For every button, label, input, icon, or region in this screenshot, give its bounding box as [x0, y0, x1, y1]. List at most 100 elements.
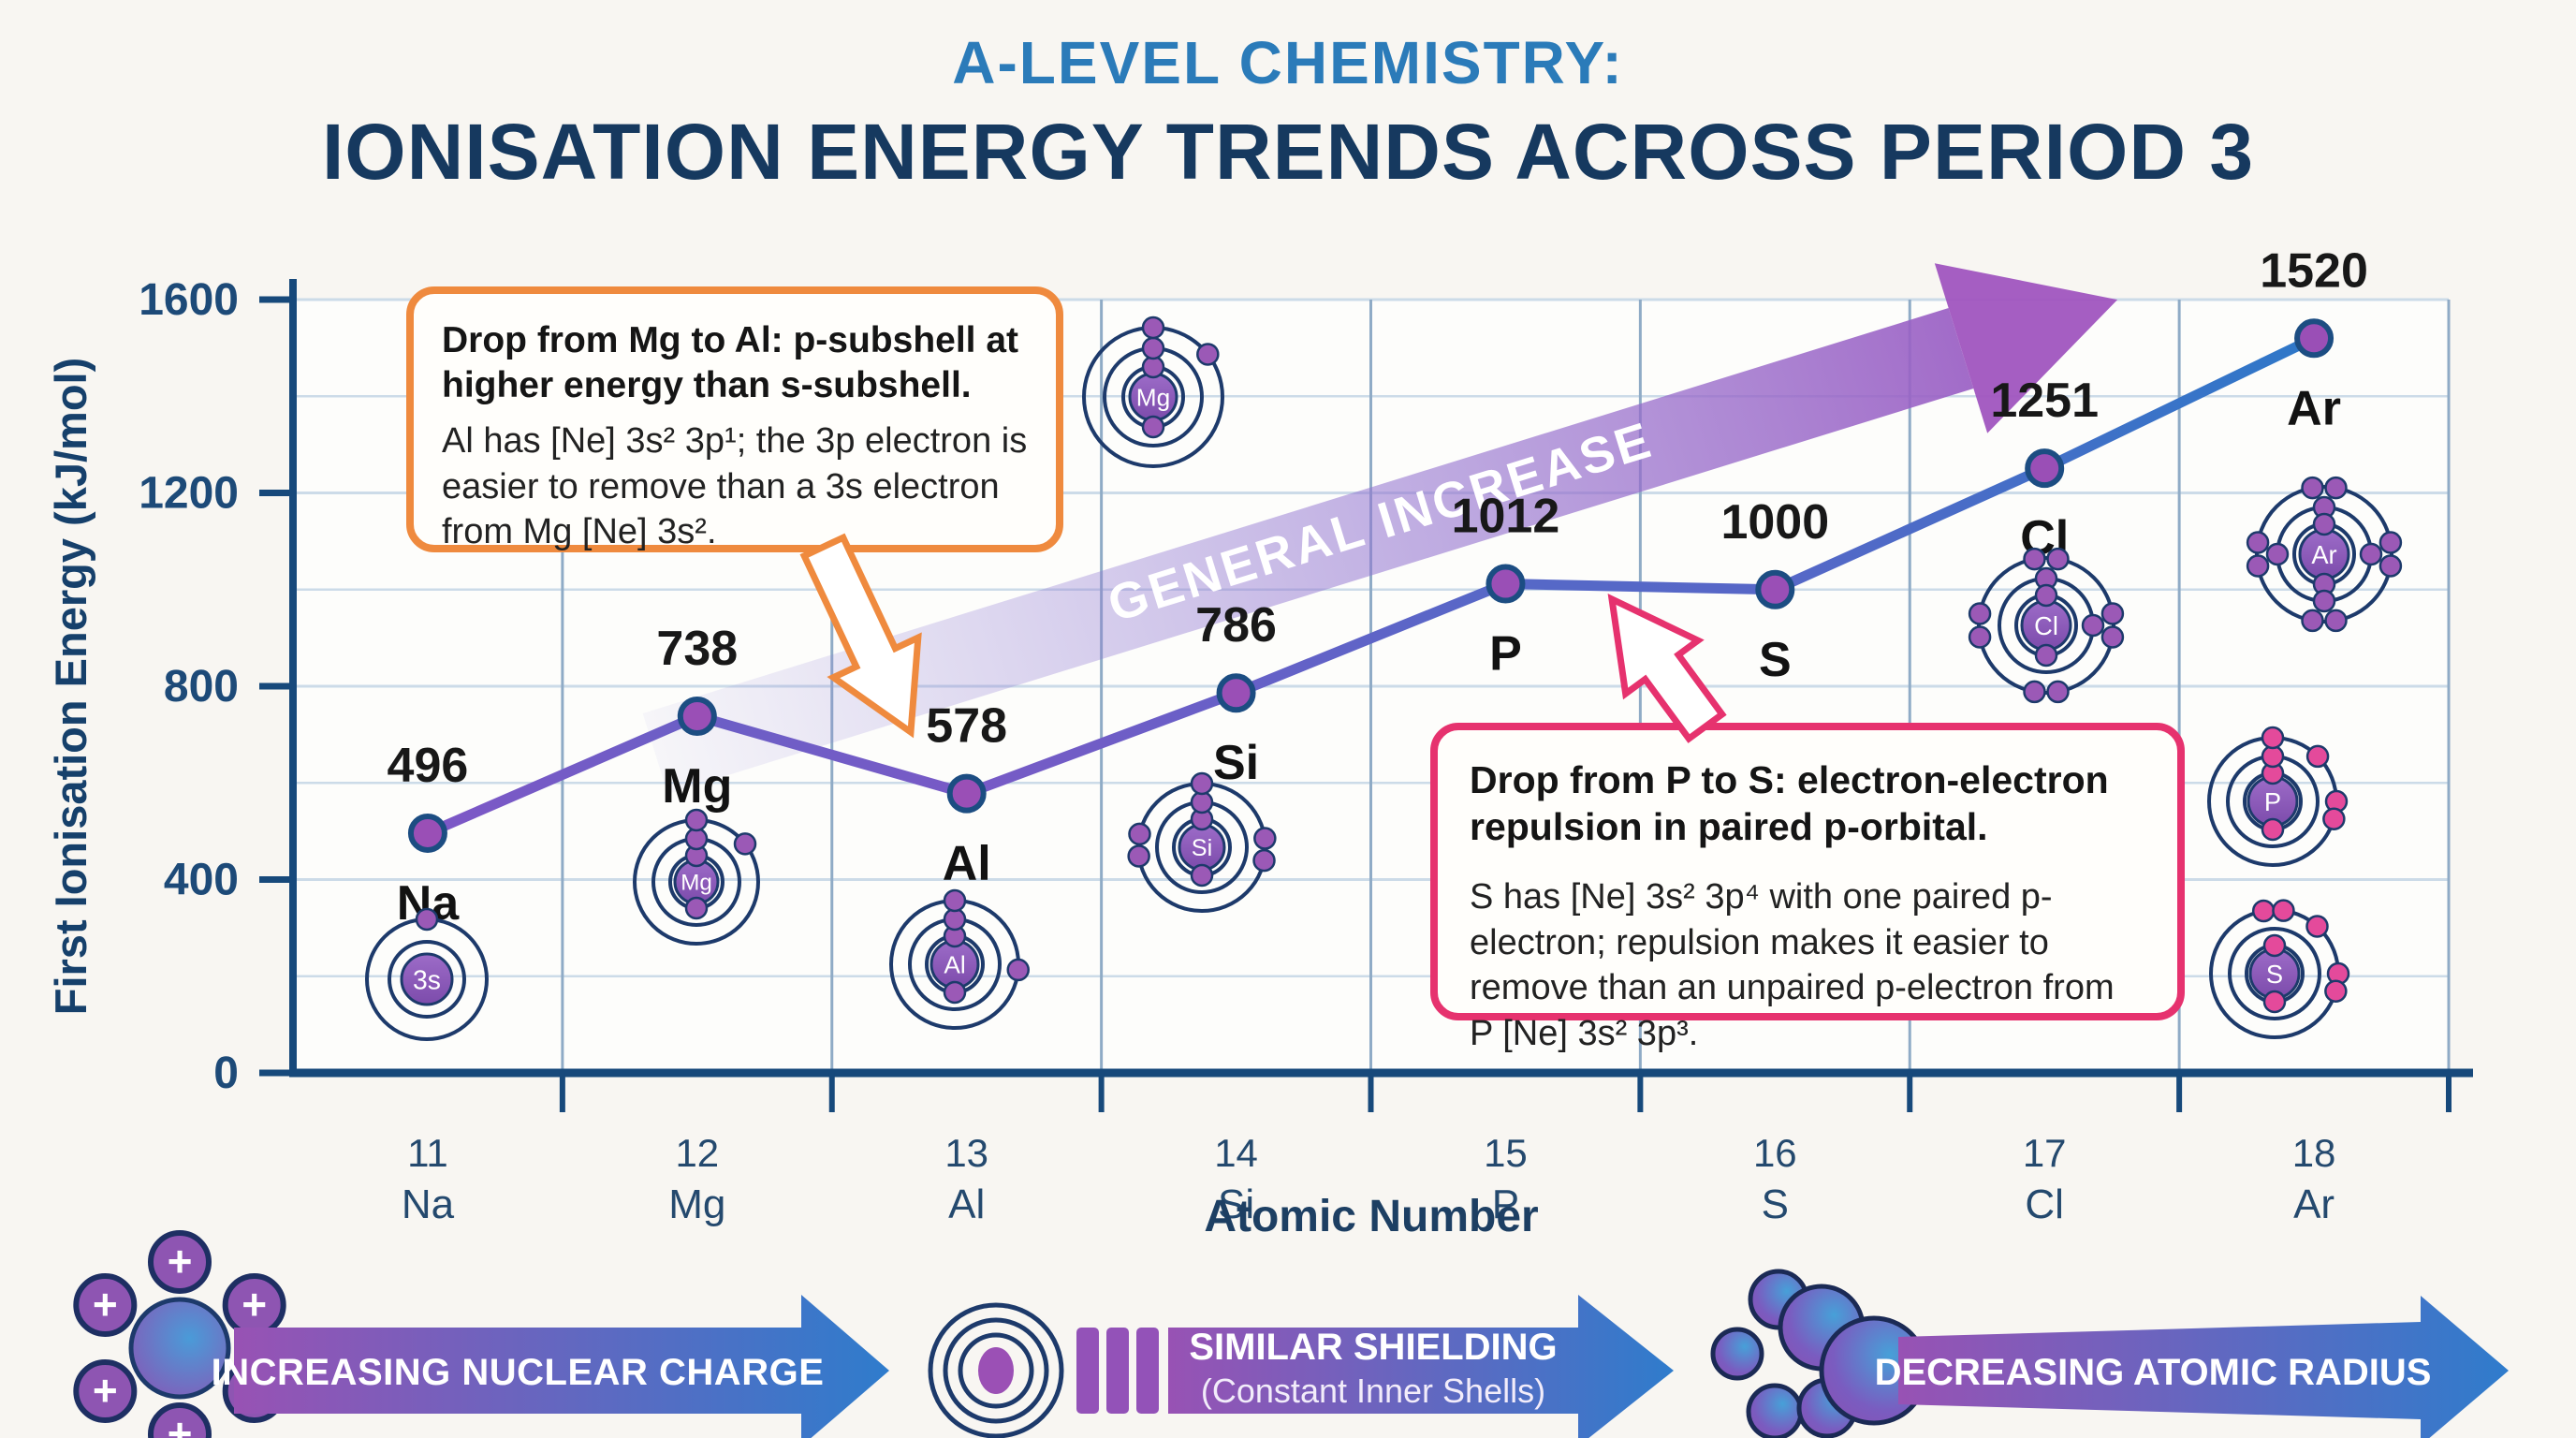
infographic-canvas: GENERAL INCREASE040080012001600First Ion… — [0, 0, 2576, 1438]
electron-icon — [2380, 532, 2401, 552]
element-label-Mg: Mg — [662, 759, 732, 814]
data-point-Si — [1220, 676, 1253, 710]
electron-icon — [2253, 901, 2274, 921]
electron-icon — [2247, 556, 2268, 577]
y-tick-label: 0 — [213, 1049, 239, 1098]
electron-icon — [2024, 682, 2044, 702]
electron-icon — [2307, 916, 2328, 936]
s-atom-nucleus-label: S — [2266, 960, 2283, 989]
electron-icon — [2325, 981, 2346, 1002]
similar-shielding-label: SIMILAR SHIELDING — [1189, 1327, 1557, 1368]
value-label-Cl: 1251 — [1990, 374, 2099, 428]
electron-icon — [2314, 591, 2334, 611]
electron-icon — [417, 909, 437, 930]
element-label-Al: Al — [943, 837, 991, 891]
increasing-nuclear-charge-arrow: INCREASING NUCLEAR CHARGE — [212, 1295, 889, 1438]
data-point-Ar — [2297, 321, 2331, 355]
electron-icon — [1143, 317, 1164, 338]
electron-icon — [1192, 773, 1212, 794]
electron-icon — [1254, 829, 1275, 849]
value-label-Al: 578 — [926, 699, 1007, 754]
decreasing-atomic-radius-label: DECREASING ATOMIC RADIUS — [1875, 1352, 2432, 1393]
value-label-Mg: 738 — [656, 622, 738, 676]
electron-icon — [2326, 610, 2347, 631]
mg-atom-chart-nucleus-label: Mg — [681, 871, 712, 896]
electron-icon — [1129, 824, 1149, 844]
electron-icon — [2083, 615, 2103, 636]
x-tick-element: Al — [948, 1181, 985, 1227]
ar-atom-nucleus-label: Ar — [2311, 540, 2336, 569]
decreasing-atomic-radius-arrow: DECREASING ATOMIC RADIUS — [1875, 1296, 2509, 1438]
svg-text:+: + — [242, 1280, 267, 1328]
shield-bar-icon — [1106, 1328, 1129, 1414]
y-tick-label: 400 — [164, 856, 239, 905]
value-label-P: 1012 — [1452, 490, 1560, 544]
electron-icon — [944, 909, 965, 930]
value-label-S: 1000 — [1720, 495, 1829, 550]
electron-icon — [2267, 544, 2288, 565]
electron-icon — [2048, 682, 2069, 702]
element-label-Si: Si — [1213, 736, 1259, 790]
electron-icon — [1143, 417, 1164, 437]
x-tick-number: 15 — [1484, 1131, 1528, 1175]
na-atom-nucleus-label: 3s — [413, 965, 441, 995]
electron-icon — [2380, 556, 2401, 577]
electron-icon — [2302, 477, 2322, 498]
svg-text:+: + — [168, 1237, 193, 1285]
element-label-P: P — [1489, 627, 1522, 682]
y-tick-label: 800 — [164, 662, 239, 712]
electron-icon — [2273, 901, 2293, 921]
element-label-S: S — [1759, 633, 1792, 687]
svg-text:+: + — [168, 1409, 193, 1438]
x-tick-number: 11 — [407, 1131, 448, 1175]
electron-icon — [1192, 865, 1212, 886]
title-subject: A-LEVEL CHEMISTRY: — [0, 28, 2576, 97]
electron-icon — [944, 982, 965, 1003]
electron-icon — [1197, 344, 1218, 364]
electron-icon — [944, 890, 965, 911]
data-point-Al — [950, 777, 984, 811]
electron-icon — [2102, 627, 2123, 648]
x-tick-element: Cl — [2025, 1181, 2064, 1227]
value-label-Ar: 1520 — [2260, 243, 2368, 298]
cl-atom-nucleus-label: Cl — [2034, 611, 2058, 640]
electron-icon — [2326, 477, 2347, 498]
y-axis-title: First Ionisation Energy (kJ/mol) — [46, 358, 95, 1016]
x-tick-element: Ar — [2293, 1181, 2334, 1227]
electron-icon — [2264, 991, 2285, 1012]
callout-p-to-s: Drop from P to S: electron-electron repu… — [1430, 723, 2185, 1020]
callout-mg-to-al-heading: Drop from Mg to Al: p-subshell at higher… — [442, 318, 1028, 407]
value-label-Na: 496 — [388, 739, 469, 793]
electron-icon — [1969, 627, 1990, 648]
electron-icon — [1143, 357, 1164, 377]
electron-icon — [2262, 819, 2283, 840]
electron-icon — [1143, 338, 1164, 359]
element-label-Ar: Ar — [2287, 381, 2341, 435]
electron-icon — [686, 829, 707, 849]
chart-plot: GENERAL INCREASE040080012001600First Ion… — [0, 0, 2576, 1438]
data-point-Mg — [681, 699, 714, 733]
shield-bar-icon — [1136, 1328, 1159, 1414]
similar-shielding-arrow: SIMILAR SHIELDING (Constant Inner Shells) — [1168, 1295, 1674, 1438]
data-point-P — [1488, 567, 1522, 601]
constant-inner-shells-label: (Constant Inner Shells) — [1201, 1372, 1545, 1410]
mg-atom-top-nucleus-label: Mg — [1136, 384, 1170, 412]
electron-icon — [2048, 549, 2069, 569]
electron-icon — [2361, 544, 2381, 565]
al-atom-nucleus-label: Al — [944, 951, 965, 979]
electron-icon — [686, 898, 707, 918]
callout-p-to-s-body: S has [Ne] 3s² 3p⁴ with one paired p-ele… — [1470, 874, 2145, 1057]
electron-icon — [2036, 645, 2056, 666]
p-atom-nucleus-label: P — [2264, 787, 2281, 816]
value-label-Si: 786 — [1195, 598, 1277, 653]
electron-icon — [2314, 514, 2334, 535]
callout-mg-to-al-body: Al has [Ne] 3s² 3p¹; the 3p electron is … — [442, 418, 1028, 555]
x-tick-element: S — [1762, 1181, 1789, 1227]
x-tick-number: 18 — [2292, 1131, 2336, 1175]
x-tick-element: Mg — [668, 1181, 725, 1227]
electron-icon — [2262, 727, 2283, 748]
data-point-Cl — [2027, 451, 2061, 485]
electron-icon — [2307, 746, 2328, 767]
y-tick-label: 1200 — [139, 469, 239, 519]
electron-icon — [1008, 960, 1029, 980]
